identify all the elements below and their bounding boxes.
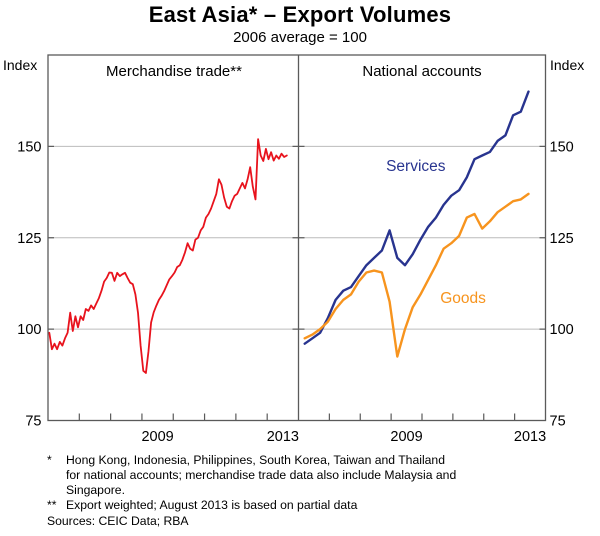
- series-line-services: [303, 90, 530, 345]
- x-tick-label-1-2009: 2009: [390, 429, 422, 445]
- footnote-1-marker: *: [47, 453, 52, 467]
- series-label-services: Services: [386, 158, 446, 175]
- index-axis-label-left: Index: [3, 57, 37, 73]
- footnote-2-text: Export weighted; August 2013 is based on…: [66, 497, 358, 512]
- chart-title: East Asia* – Export Volumes: [148, 2, 452, 27]
- y-tick-label-right-150: 150: [550, 139, 574, 155]
- y-tick-label-left-150: 150: [17, 139, 41, 155]
- y-tick-label-left-75: 75: [25, 414, 41, 430]
- index-axis-label-right: Index: [550, 57, 584, 73]
- sources-line: Sources: CEIC Data; RBA: [47, 513, 189, 528]
- footnote-1: * Hong Kong, Indonesia, Philippines, Sou…: [47, 453, 522, 498]
- y-tick-label-right-125: 125: [550, 231, 574, 247]
- panel-label-merchandise-trade: Merchandise trade**: [106, 63, 242, 80]
- footnote-2-marker: **: [47, 497, 57, 512]
- y-tick-label-left-125: 125: [17, 231, 41, 247]
- footnote-2: ** Export weighted; August 2013 is based…: [47, 498, 522, 513]
- footnotes: * Hong Kong, Indonesia, Philippines, Sou…: [47, 453, 522, 528]
- series-label-goods: Goods: [440, 290, 486, 307]
- chart-subtitle: 2006 average = 100: [233, 29, 367, 46]
- y-tick-label-right-100: 100: [550, 322, 574, 338]
- series-line-merchandise-trade: [48, 138, 288, 374]
- x-tick-label-1-2013: 2013: [514, 429, 546, 445]
- y-tick-label-left-100: 100: [17, 322, 41, 338]
- plot-frame: [47, 54, 547, 422]
- x-tick-label-0-2009: 2009: [141, 429, 173, 445]
- y-tick-label-right-75: 75: [550, 414, 566, 430]
- footnote-1-text: Hong Kong, Indonesia, Philippines, South…: [66, 453, 457, 497]
- panel-label-national-accounts: National accounts: [362, 63, 481, 80]
- x-tick-label-0-2013: 2013: [267, 429, 299, 445]
- series-line-goods: [303, 192, 530, 358]
